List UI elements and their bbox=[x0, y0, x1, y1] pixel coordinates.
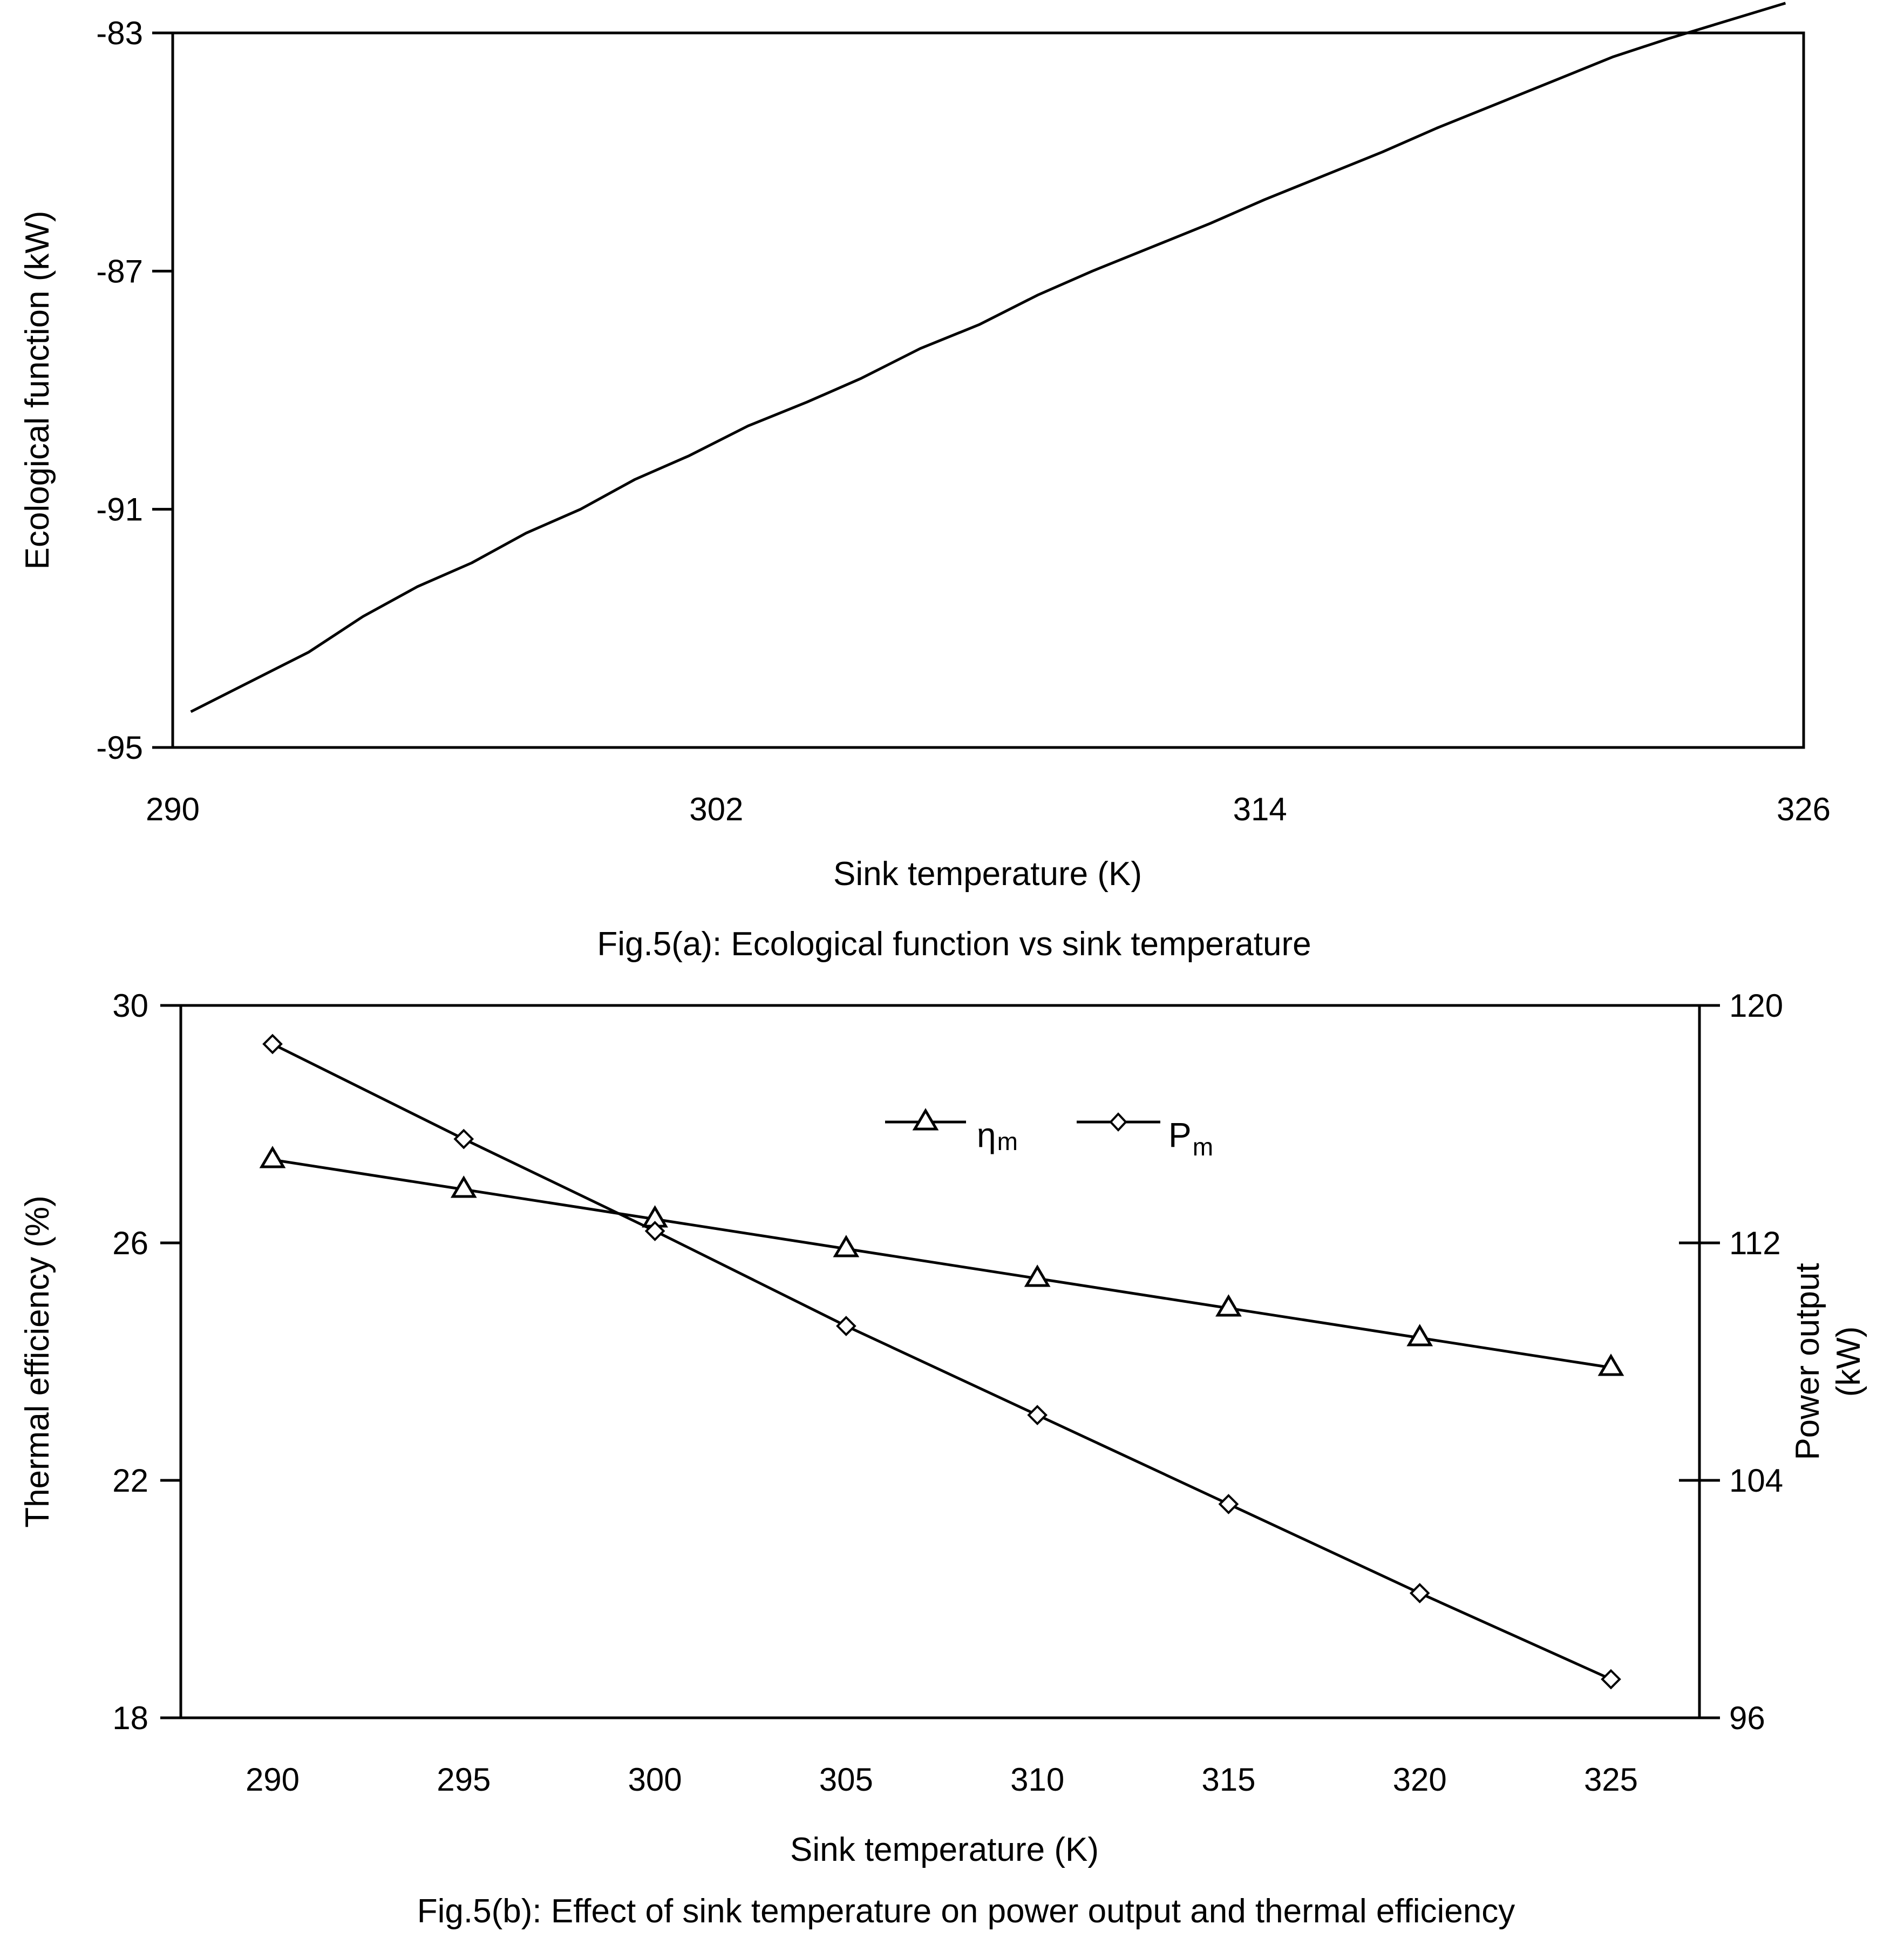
legend-entry-eta: ηm bbox=[885, 1108, 1018, 1155]
x-tick-label: 320 bbox=[1393, 1762, 1447, 1798]
data-point-triangle bbox=[259, 1146, 286, 1168]
data-point-triangle bbox=[1024, 1264, 1051, 1287]
y-tick-label: -91 bbox=[96, 492, 143, 528]
y-tick-label: -83 bbox=[96, 15, 143, 51]
series-line-ecological-function bbox=[190, 2, 1786, 713]
y-tick-label: -87 bbox=[96, 253, 143, 289]
legend-diamond-marker-icon bbox=[1109, 1112, 1127, 1132]
legend-entry-p: Pm bbox=[1077, 1112, 1213, 1161]
x-ticks-a: 290 302 314 326 bbox=[146, 791, 1831, 827]
y-ticks-right-b: 120 112 104 96 bbox=[1679, 988, 1783, 1736]
y-ticks-left-b: 30 26 22 18 bbox=[112, 988, 181, 1736]
x-tick-label: 326 bbox=[1777, 791, 1831, 827]
legend-triangle-marker-icon bbox=[912, 1108, 939, 1131]
legend-eta-subscript: m bbox=[997, 1127, 1018, 1155]
data-point-triangle bbox=[1406, 1324, 1433, 1347]
y-axis-label-right-line1: Power output bbox=[1789, 1263, 1826, 1460]
y-tick-label-left: 30 bbox=[112, 988, 148, 1024]
legend-p-subscript: m bbox=[1193, 1133, 1213, 1161]
x-ticks-b: 290 295 300 305 310 315 320 325 bbox=[246, 1762, 1638, 1798]
data-point-diamond bbox=[453, 1128, 474, 1150]
x-tick-label: 310 bbox=[1010, 1762, 1064, 1798]
x-tick-label: 314 bbox=[1233, 791, 1287, 827]
y-tick-label-left: 22 bbox=[112, 1463, 148, 1499]
data-point-diamond bbox=[836, 1316, 856, 1336]
y-axis-label-left-b: Thermal efficiency (%) bbox=[19, 1195, 56, 1528]
y-tick-label-left: 18 bbox=[112, 1700, 148, 1736]
data-point-diamond bbox=[1027, 1405, 1048, 1425]
y-tick-label-left: 26 bbox=[112, 1225, 148, 1261]
y-axis-label-a: Ecological function (kW) bbox=[19, 210, 56, 569]
chart-ecological-function: -83 -87 -91 -95 290 302 314 326 Ecological fun… bbox=[19, 2, 1831, 963]
y-axis-label-right-line2: (kW) bbox=[1830, 1327, 1867, 1397]
y-tick-label-right: 104 bbox=[1729, 1463, 1783, 1499]
legend-p-symbol: P bbox=[1168, 1116, 1192, 1154]
data-point-diamond bbox=[1601, 1669, 1621, 1690]
chart-power-efficiency: 30 26 22 18 120 112 104 96 290 295 300 305 310 315 3… bbox=[19, 988, 1867, 1930]
x-axis-label-b: Sink temperature (K) bbox=[790, 1831, 1099, 1868]
x-tick-label: 290 bbox=[146, 791, 200, 827]
series-b bbox=[259, 1033, 1624, 1690]
data-point-triangle bbox=[1597, 1354, 1624, 1376]
x-axis-label-a: Sink temperature (K) bbox=[833, 855, 1142, 893]
legend: ηm Pm bbox=[885, 1108, 1213, 1161]
series-line-thermal-efficiency bbox=[272, 1158, 1611, 1369]
figure-caption-b: Fig.5(b): Effect of sink temperature on … bbox=[417, 1893, 1515, 1930]
x-tick-label: 302 bbox=[689, 791, 743, 827]
y-ticks-a: -83 -87 -91 -95 bbox=[96, 15, 173, 766]
data-point-triangle bbox=[1215, 1294, 1242, 1317]
data-point-triangle bbox=[833, 1235, 860, 1257]
y-tick-label-right: 112 bbox=[1729, 1225, 1781, 1261]
legend-eta-symbol: η bbox=[977, 1116, 996, 1154]
series-a bbox=[190, 2, 1786, 713]
y-tick-label-right: 120 bbox=[1729, 988, 1783, 1024]
data-point-diamond bbox=[262, 1033, 283, 1055]
series-line-power-output bbox=[271, 1043, 1612, 1681]
legend-label-p: Pm bbox=[1168, 1116, 1213, 1161]
x-tick-label: 325 bbox=[1584, 1762, 1638, 1798]
figure-caption-a: Fig.5(a): Ecological function vs sink te… bbox=[597, 926, 1311, 963]
x-tick-label: 300 bbox=[628, 1762, 682, 1798]
data-point-triangle bbox=[450, 1175, 477, 1198]
legend-label-eta: ηm bbox=[977, 1116, 1018, 1155]
plot-frame-a bbox=[171, 31, 1805, 749]
y-tick-label-right: 96 bbox=[1729, 1700, 1765, 1736]
plot-frame-b bbox=[179, 1004, 1701, 1719]
x-tick-label: 315 bbox=[1201, 1762, 1255, 1798]
y-tick-label: -95 bbox=[96, 730, 143, 766]
data-point-diamond bbox=[1409, 1583, 1430, 1603]
x-tick-label: 295 bbox=[437, 1762, 491, 1798]
x-tick-label: 305 bbox=[819, 1762, 873, 1798]
data-point-diamond bbox=[644, 1221, 665, 1241]
data-point-diamond bbox=[1218, 1494, 1239, 1514]
x-tick-label: 290 bbox=[246, 1762, 300, 1798]
y-axis-label-right-b: Power output (kW) bbox=[1789, 1263, 1867, 1460]
